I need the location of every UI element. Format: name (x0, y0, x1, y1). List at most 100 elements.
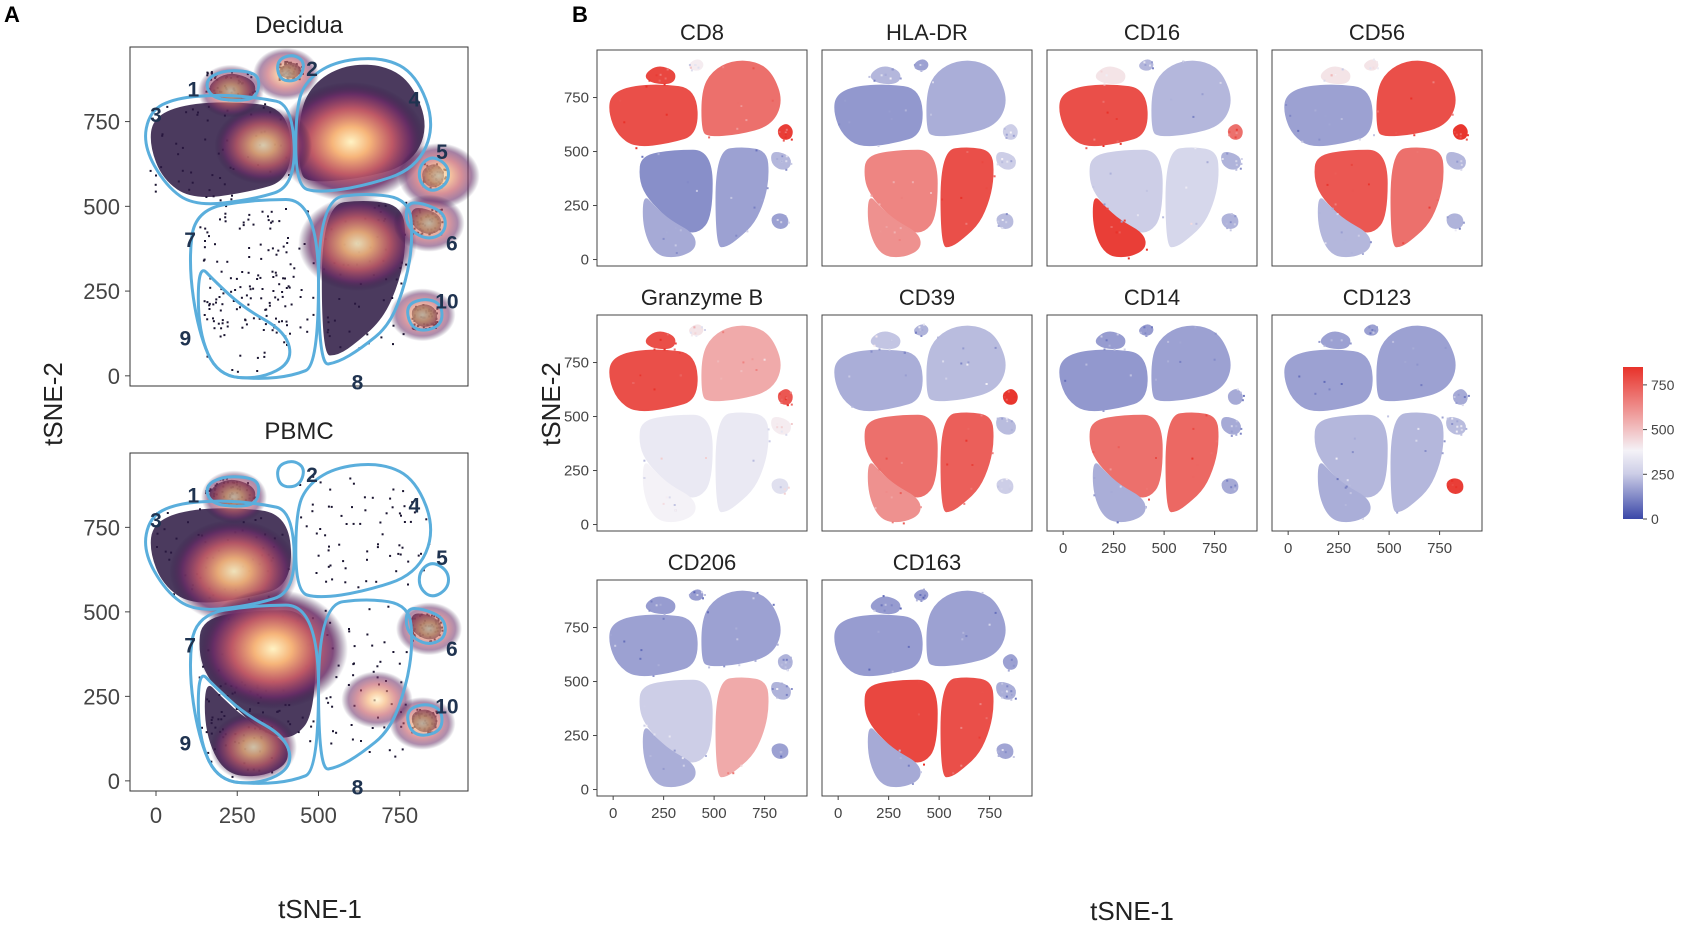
gate-4[interactable] (294, 463, 433, 599)
cell-dot (1235, 163, 1238, 166)
cell-dot (648, 79, 651, 82)
cell-dot (885, 226, 888, 228)
cell-dot (1457, 393, 1460, 396)
gate-9[interactable] (196, 269, 292, 380)
cell-dot (238, 227, 241, 230)
cell-dot (732, 772, 735, 775)
cell-dot (1012, 756, 1015, 758)
gate-5[interactable] (417, 562, 451, 598)
cell-dot (848, 121, 851, 124)
cell-dot (380, 336, 383, 339)
cell-dot (1213, 358, 1216, 361)
cell-dot (652, 675, 655, 677)
marker-title: CD8 (680, 20, 724, 45)
cell-dot (199, 226, 202, 229)
cell-dot (235, 708, 238, 710)
cell-dot (1285, 104, 1288, 106)
cluster-1-expression (1095, 66, 1126, 85)
gate-8[interactable] (316, 193, 414, 366)
cluster-9-expression (1317, 463, 1371, 523)
gate-2[interactable] (276, 54, 305, 83)
gate-6[interactable] (404, 606, 447, 645)
cell-dot (919, 329, 922, 331)
cluster-label-6: 6 (446, 638, 458, 661)
cell-dot (780, 682, 783, 685)
cell-dot (275, 253, 278, 256)
cell-dot (1013, 661, 1016, 663)
cell-dot (1465, 138, 1468, 141)
cell-dot (230, 290, 233, 293)
gate-3[interactable] (144, 93, 296, 206)
cell-dot (389, 554, 392, 557)
cell-dot (785, 397, 788, 400)
cell-dot (962, 347, 965, 350)
cell-dot (345, 523, 348, 525)
cell-dot (690, 334, 693, 337)
gate-5[interactable] (417, 156, 451, 192)
cell-dot (1144, 506, 1147, 509)
cell-dot (1441, 416, 1444, 419)
cell-dot (1143, 61, 1146, 64)
cell-dot (381, 533, 384, 536)
cell-dot (655, 604, 658, 607)
cell-dot (269, 227, 272, 230)
cell-dot (1350, 252, 1353, 254)
cell-dot (790, 162, 793, 165)
cell-dot (883, 609, 886, 612)
cluster-5-expression (1227, 124, 1243, 140)
cell-dot (310, 725, 313, 728)
gate-1[interactable] (205, 69, 261, 102)
cell-dot (299, 484, 302, 486)
marker-speckle (1285, 58, 1469, 255)
cell-dot (1459, 136, 1462, 139)
gate-1[interactable] (205, 475, 261, 508)
cell-dot (868, 668, 871, 671)
cell-dot (681, 757, 684, 760)
gate-2[interactable] (276, 460, 305, 489)
cell-dot (1467, 394, 1470, 397)
cell-dot (914, 331, 917, 334)
cell-dot (752, 459, 755, 462)
cluster-7-expression (1089, 149, 1163, 233)
cell-dot (1334, 172, 1337, 175)
cell-dot (277, 298, 280, 301)
cell-dot (278, 320, 281, 323)
gate-4[interactable] (294, 57, 433, 193)
cell-dot (919, 597, 922, 600)
cell-dot (1214, 332, 1217, 335)
cell-dot (409, 520, 412, 523)
cell-dot (722, 66, 725, 69)
cell-dot (1001, 219, 1004, 221)
cell-dot (784, 398, 787, 401)
gate-8[interactable] (316, 598, 414, 771)
cell-dot (1085, 147, 1088, 150)
cluster-label-3: 3 (150, 510, 162, 533)
cell-dot (1336, 213, 1339, 216)
cell-dot (781, 155, 784, 158)
cell-dot (306, 318, 309, 321)
cell-dot (221, 322, 224, 325)
cell-dot (1345, 485, 1348, 488)
cell-dot (1416, 151, 1419, 153)
cell-dot (231, 369, 234, 371)
cell-dot (776, 158, 779, 160)
cell-dot (206, 231, 209, 234)
cell-dot (1010, 690, 1013, 693)
cell-dot (1235, 128, 1238, 131)
gate-10[interactable] (406, 298, 444, 332)
panel-b: CD8 0 250 500 750 HLA-DR CD16 CD56 Granzyme B 0 25… (564, 20, 1483, 822)
cell-dot (264, 308, 267, 311)
marker-title: CD14 (1124, 285, 1180, 310)
cell-dot (641, 155, 644, 158)
cell-dot (1215, 440, 1218, 443)
gate-3[interactable] (144, 499, 296, 611)
gate-9[interactable] (196, 674, 292, 785)
cell-dot (278, 283, 281, 286)
cell-dot (352, 522, 355, 525)
cell-dot (230, 198, 233, 201)
cell-dot (1003, 392, 1006, 395)
gate-6[interactable] (404, 201, 447, 240)
gate-10[interactable] (406, 703, 444, 737)
cell-dot (220, 270, 223, 273)
panel-b-label: B (572, 2, 588, 27)
